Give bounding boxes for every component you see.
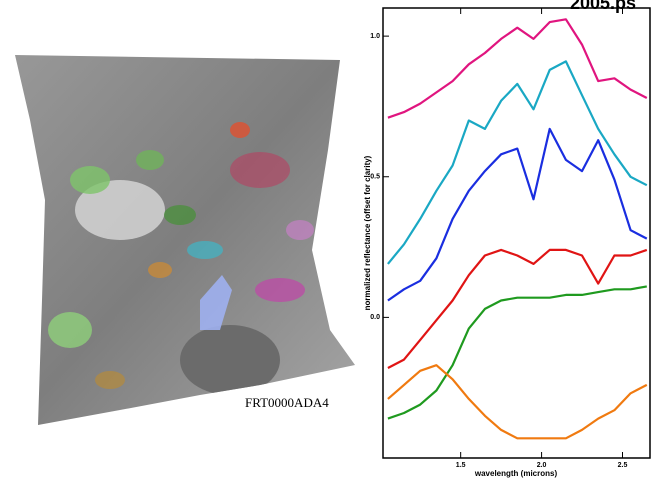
series-line <box>387 60 648 265</box>
series-line <box>387 364 648 440</box>
x-tick-label: 1.5 <box>456 462 466 469</box>
y-tick-label: 1.0 <box>370 33 380 40</box>
x-axis-label: wavelength (microns) <box>474 469 558 478</box>
series-line <box>387 248 648 369</box>
plot-frame <box>382 7 651 459</box>
y-tick-label: 0.0 <box>370 314 380 321</box>
y-axis-label: normalized reflectance (offset for clari… <box>363 155 372 310</box>
x-tick-label: 2.5 <box>618 462 628 469</box>
satellite-image <box>15 55 355 425</box>
x-tick-label: 2.0 <box>537 462 547 469</box>
y-tick-label: 0.5 <box>370 174 380 181</box>
series-line <box>387 285 647 420</box>
image-label: FRT0000ADA4 <box>245 395 329 410</box>
chart-title: 2005.ps <box>570 0 636 13</box>
series-line <box>387 18 648 119</box>
series-line <box>387 127 648 302</box>
